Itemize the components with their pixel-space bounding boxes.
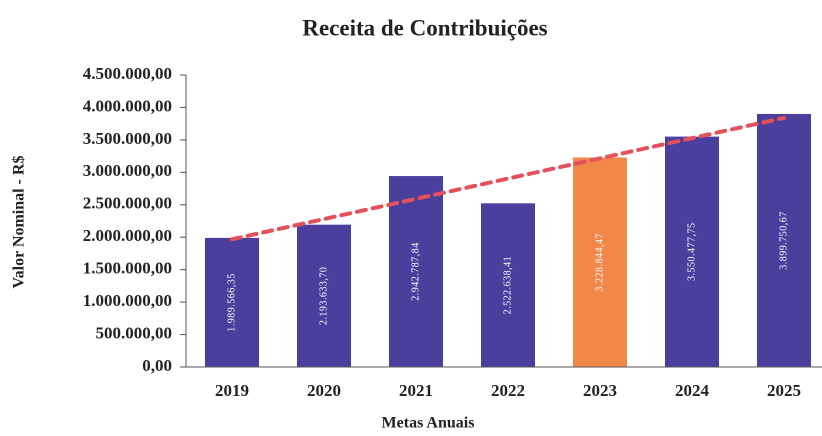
trend-line xyxy=(230,115,786,242)
y-tick-label: 2.500.000,00 xyxy=(83,194,172,213)
y-tick-label: 4.000.000,00 xyxy=(83,96,172,115)
y-tick-label: 3.000.000,00 xyxy=(83,161,172,180)
data-label: 3.899.750,67 xyxy=(778,211,789,270)
y-tick-label: 4.500.000,00 xyxy=(83,64,172,83)
chart-title: Receita de Contribuições xyxy=(302,15,547,40)
x-tick-label: 2019 xyxy=(215,381,249,400)
x-tick-label: 2024 xyxy=(675,381,710,400)
x-tick-label: 2020 xyxy=(307,381,341,400)
x-tick-label: 2023 xyxy=(583,381,617,400)
bar xyxy=(481,203,535,367)
y-tick-label: 1.500.000,00 xyxy=(83,259,172,278)
y-tick-label: 3.500.000,00 xyxy=(83,129,172,148)
bar xyxy=(665,136,719,367)
x-tick-label: 2021 xyxy=(399,381,433,400)
data-label: 2.522.638,41 xyxy=(502,256,513,315)
bar xyxy=(297,224,351,367)
bar xyxy=(205,237,259,367)
y-tick-label: 0,00 xyxy=(142,356,172,375)
data-label: 3.550.477,75 xyxy=(686,223,697,281)
bar xyxy=(573,157,627,367)
data-label: 3.228.844,47 xyxy=(594,233,605,292)
bar xyxy=(757,113,811,367)
data-label: 2.942.787,84 xyxy=(410,242,421,301)
x-tick-label: 2025 xyxy=(767,381,801,400)
x-tick-label: 2022 xyxy=(491,381,525,400)
y-tick-label: 2.000.000,00 xyxy=(83,226,172,245)
x-axis-title: Metas Anuais xyxy=(382,415,475,432)
y-tick-label: 1.000.000,00 xyxy=(83,291,172,310)
data-label: 2.193.633,70 xyxy=(318,267,329,326)
y-tick-label: 500.000,00 xyxy=(96,323,173,342)
bar xyxy=(389,176,443,367)
data-label: 1.989.566,35 xyxy=(226,273,237,332)
y-axis-title: Valor Nominal - R$ xyxy=(11,156,28,289)
